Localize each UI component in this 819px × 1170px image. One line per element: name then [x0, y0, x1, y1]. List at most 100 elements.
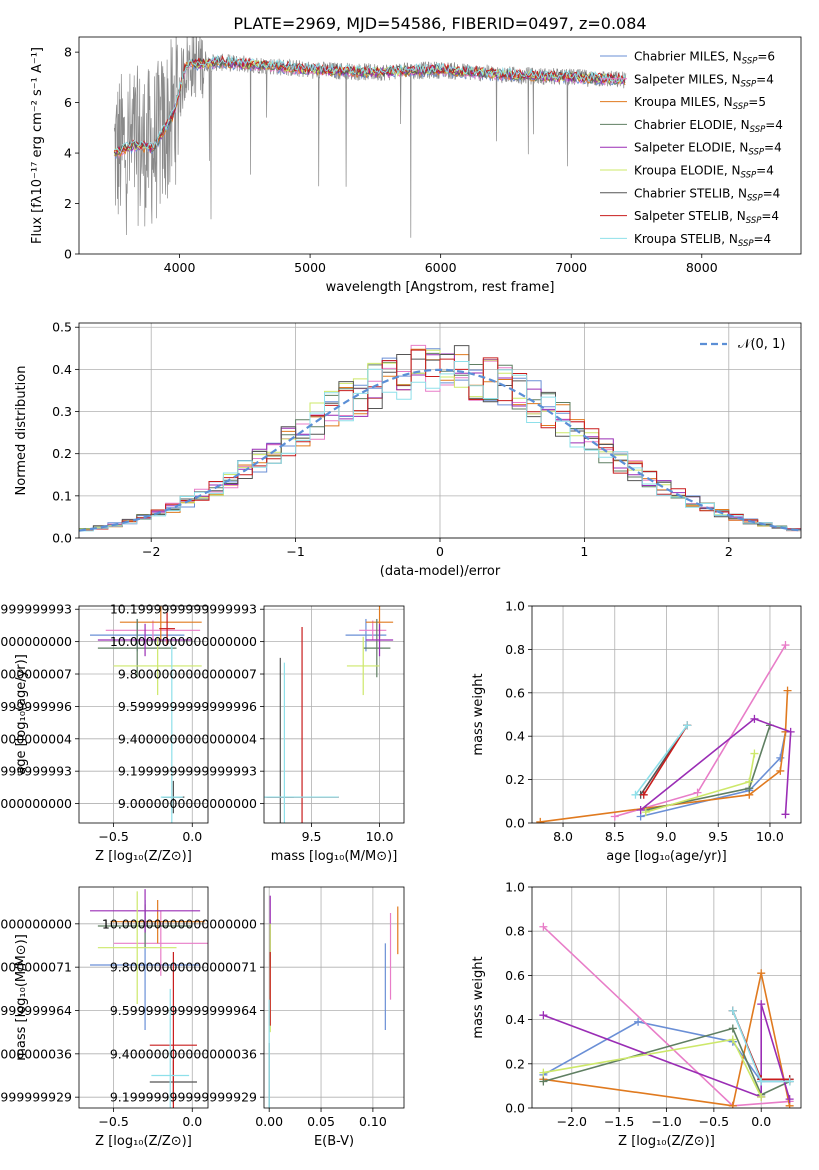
spectrum-xtick-label: 5000 [294, 260, 326, 275]
spectrum-xtick-label: 4000 [164, 260, 196, 275]
spectrum-legend-label: Salpeter MILES, NSSP=4 [634, 72, 774, 89]
mass-weight-marker [757, 1000, 766, 1009]
mass-weight-marker [728, 1024, 737, 1033]
mass_vs_Z-axes: −0.5 0.0 9.19999999999999929 9.400000000000… [0, 887, 208, 1149]
mass-weight-line [643, 724, 688, 796]
mass-weight-marker [781, 810, 790, 819]
age_vs_mass-frame [263, 605, 405, 824]
age_vs_mass-xtick-label: 10.0 [366, 829, 394, 844]
spectrum-frame [78, 36, 802, 255]
residuals-frame [78, 322, 802, 539]
mass_weight_vs_age-ytick-label: 0.0 [505, 816, 525, 831]
spectrum-axes: 4000 5000 6000 7000 8000 0 2 4 6 8 wavelength [Ang… [30, 45, 718, 295]
mass_vs_Z-xtick-label: 0.0 [182, 1114, 202, 1129]
age_vs_Z-plot [90, 606, 202, 823]
mass_vs_Z-ytick-label: 10.00000000000000000 [0, 916, 72, 931]
spectrum-ytick-label: 0 [64, 247, 72, 262]
mass_weight_vs_age-axes: 8.0 8.5 9.0 9.5 10.0 0.0 0.2 0.4 0.6 0.8 1.0 age [l… [471, 599, 801, 864]
mass_vs_ebv-xlabel: E(B-V) [314, 1134, 354, 1149]
mass_weight_vs_Z-xtick-label: −1.5 [604, 1114, 634, 1129]
mass-weight-marker [750, 714, 759, 723]
mass_vs_Z-ytick-label: 9.40000000000000036 [0, 1046, 72, 1061]
mass_vs_Z-ytick-label: 9.19999999999999929 [0, 1090, 72, 1105]
mass-weight-marker [641, 808, 650, 817]
mass-weight-line [543, 1027, 790, 1096]
age_vs_mass-ytick-label: 9.0000000000000000 [118, 796, 257, 811]
mass-weight-marker [785, 1095, 794, 1104]
mass_vs_ebv-plot [268, 895, 399, 1108]
residuals-xtick-label: 2 [725, 544, 733, 559]
mass_weight_vs_Z-ytick-label: 0.8 [505, 924, 525, 939]
residuals-plot [79, 344, 801, 532]
mass_weight_vs_Z-ylabel: mass weight [471, 956, 486, 1038]
mass_weight_vs_Z-xtick-label: −2.0 [557, 1114, 587, 1129]
mass-weight-line [543, 1003, 791, 1100]
age_vs_Z-ytick-label: 10.0000000000000000 [0, 634, 72, 649]
residuals-ylabel: Normed distribution [14, 366, 29, 496]
mass-weight-line [640, 717, 792, 815]
residuals-xtick-label: 0 [436, 544, 444, 559]
spectrum-model-line [113, 57, 626, 156]
mass_weight_vs_Z-axes: −2.0 −1.5 −1.0 −0.5 0.0 0.0 0.2 0.4 0.6 0.8 1.0 Z [… [471, 880, 801, 1149]
mass_weight_vs_age-ytick-label: 0.8 [505, 642, 525, 657]
spectrum-ytick-label: 8 [64, 45, 72, 60]
figure-title: PLATE=2969, MJD=54586, FIBERID=0497, z=0… [233, 14, 646, 33]
mass_vs_ebv-ytick-label: 9.80000000000000071 [110, 960, 257, 975]
mass_weight_vs_age-frame [531, 605, 802, 824]
mass-weight-marker [745, 777, 754, 786]
mass_weight_vs_age-ytick-label: 1.0 [505, 599, 525, 614]
mass_vs_Z-plot [90, 889, 208, 1108]
mass_weight_vs_age-xtick-label: 9.0 [657, 829, 677, 844]
spectrum-xtick-label: 8000 [686, 260, 718, 275]
mass-weight-marker [631, 790, 640, 799]
age_vs_mass-ytick-label: 10.0000000000000000 [110, 634, 257, 649]
mass-weight-marker [757, 1077, 766, 1086]
residuals-legend-label: 𝒩(0, 1) [738, 337, 785, 352]
age_vs_Z-ylabel: age [log₁₀(age/yr)] [14, 654, 29, 775]
mass-weight-marker [634, 1017, 643, 1026]
mass_vs_ebv-xtick-label: 0.05 [307, 1114, 335, 1129]
mass-weight-marker [781, 641, 790, 650]
age_vs_mass-xlabel: mass [log₁₀(M/M⊙)] [271, 849, 398, 864]
mass-weight-marker [728, 1101, 737, 1108]
age_vs_mass-ytick-label: 9.4000000000000004 [118, 731, 257, 746]
spectrum-ytick-label: 4 [64, 146, 72, 161]
spectrum-xtick-label: 6000 [425, 260, 457, 275]
mass_vs_Z-frame [78, 886, 209, 1109]
age_vs_Z-xlabel: Z [log₁₀(Z/Z⊙)] [95, 849, 192, 864]
age_vs_Z-axes: −0.5 0.0 9.0000000000000000 9.1999999999999… [0, 602, 208, 864]
mass-weight-marker [636, 805, 645, 814]
mass_vs_Z-ytick-label: 9.59999999999999964 [0, 1003, 72, 1018]
mass_vs_ebv-ytick-label: 10.00000000000000000 [102, 916, 257, 931]
mass_vs_ebv-xtick-label: 0.00 [255, 1114, 283, 1129]
mass_weight_vs_Z-xtick-label: −1.0 [651, 1114, 681, 1129]
residuals-legend: 𝒩(0, 1) [700, 337, 785, 352]
age_vs_mass-plot [264, 606, 394, 823]
mass_weight_vs_Z-ytick-label: 1.0 [505, 880, 525, 895]
residuals-xtick-label: −1 [286, 544, 304, 559]
mass-weight-marker [693, 788, 702, 797]
mass_vs_Z-xlabel: Z [log₁₀(Z/Z⊙)] [95, 1134, 192, 1149]
mass_weight_vs_age-xtick-label: 10.0 [756, 829, 784, 844]
residuals-xlabel: (data-model)/error [380, 564, 501, 579]
mass-weight-marker [683, 721, 692, 730]
age_vs_Z-ytick-label: 9.5999999999999996 [0, 699, 72, 714]
residual-histogram [79, 349, 801, 532]
spectrum-xtick-label: 7000 [555, 260, 587, 275]
age_vs_Z-ytick-label: 9.1999999999999993 [0, 764, 72, 779]
mass_vs_Z-ylabel: mass [log₁₀(M/M⊙)] [14, 934, 29, 1061]
mass_vs_Z-xtick-label: −0.5 [98, 1114, 128, 1129]
mass-weight-marker [728, 1006, 737, 1015]
age_vs_mass-xtick-label: 9.5 [302, 829, 322, 844]
spectrum-legend-label: Chabrier STELIB, NSSP=4 [634, 186, 780, 203]
mass-weight-marker [639, 790, 648, 799]
mass_vs_ebv-frame [263, 886, 405, 1109]
spectrum-legend-label: Salpeter STELIB, NSSP=4 [634, 209, 779, 226]
mass-weight-marker [776, 766, 785, 775]
mass_weight_vs_Z-ytick-label: 0.0 [505, 1101, 525, 1116]
residuals-ytick-label: 0.2 [52, 446, 72, 461]
mass_vs_ebv-axes: 0.00 0.05 0.10 9.19999999999999929 9.4000000… [102, 887, 404, 1149]
spectrum-legend-label: Chabrier MILES, NSSP=6 [634, 50, 775, 67]
residuals-ytick-label: 0.4 [52, 362, 72, 377]
